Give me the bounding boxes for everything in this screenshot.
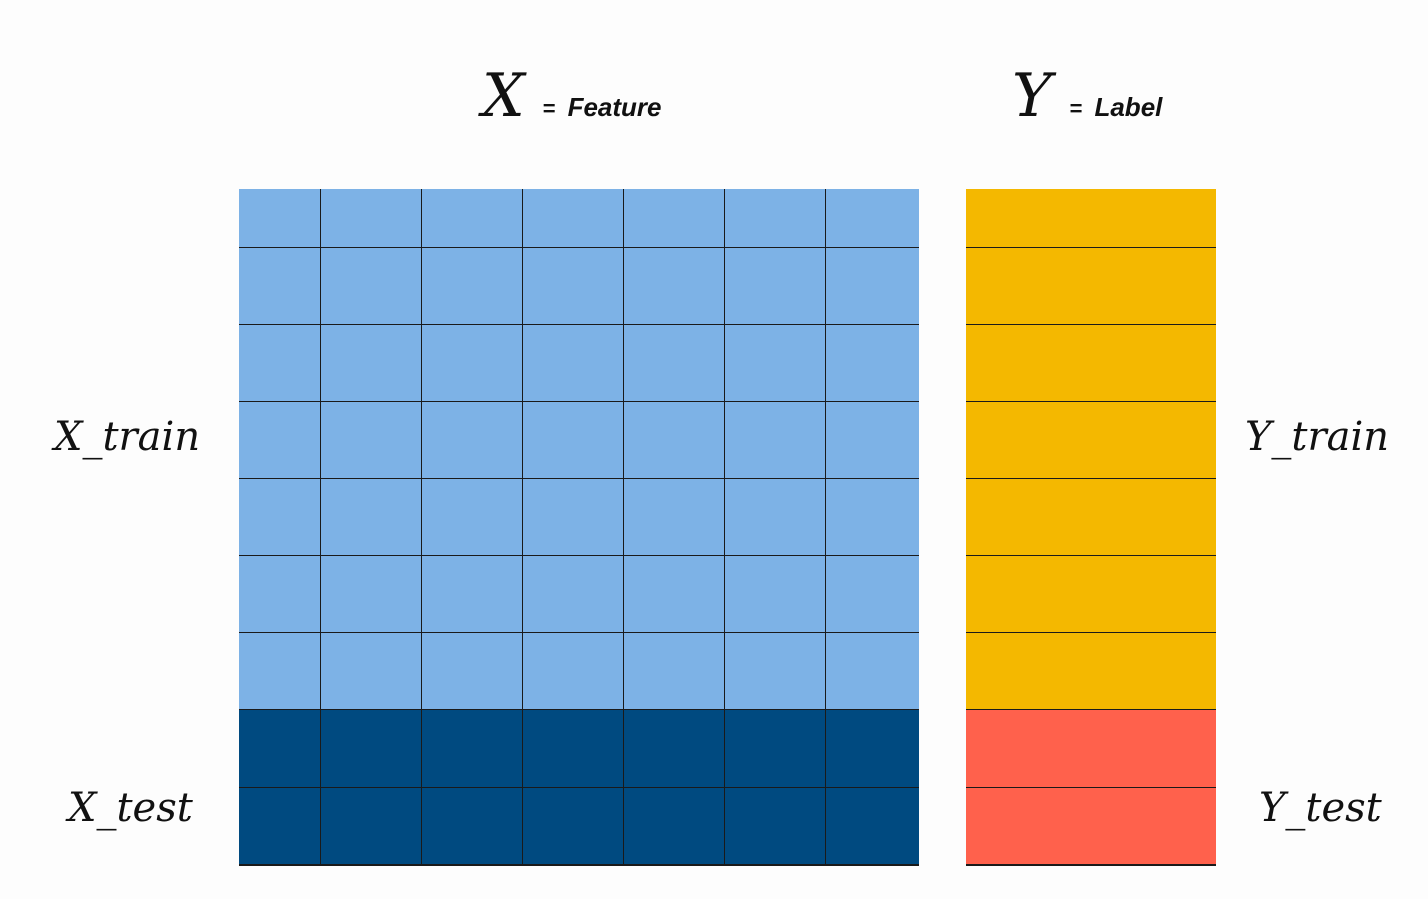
x-train-cell (725, 556, 826, 633)
x-train-cell (826, 556, 919, 633)
x-train-cell (725, 479, 826, 556)
x-test-cell (523, 710, 624, 788)
x-test-cell (725, 788, 826, 866)
x-train-cell (624, 325, 725, 402)
x-train-cell (826, 402, 919, 479)
x-train-cell (826, 189, 919, 248)
x-train-cell (239, 556, 321, 633)
x-train-cell (624, 189, 725, 248)
x-train-cell (321, 402, 422, 479)
x-train-cell (725, 633, 826, 710)
x-test-cell (422, 710, 523, 788)
label-word: Label (1094, 92, 1163, 122)
x-test-cell (826, 788, 919, 866)
x-train-cell (422, 402, 523, 479)
x-train-cell (523, 325, 624, 402)
y-train-label: Y_train (1245, 414, 1390, 460)
y-test-cell (966, 710, 1216, 788)
x-train-label: X_train (54, 414, 201, 460)
x-test-cell (321, 788, 422, 866)
x-train-cell (523, 556, 624, 633)
x-train-cell (523, 633, 624, 710)
y-test-cell (966, 788, 1216, 866)
x-train-cell (422, 479, 523, 556)
x-train-cell (422, 325, 523, 402)
x-train-cell (826, 325, 919, 402)
x-train-cell (624, 556, 725, 633)
x-train-cell (624, 248, 725, 325)
feature-header: X = Feature (482, 66, 662, 126)
x-train-cell (422, 556, 523, 633)
y-train-cell (966, 402, 1216, 479)
feature-matrix (239, 189, 919, 870)
x-train-cell (624, 479, 725, 556)
x-test-cell (239, 710, 321, 788)
x-train-cell (725, 189, 826, 248)
x-test-cell (725, 710, 826, 788)
x-train-cell (523, 402, 624, 479)
x-test-cell (321, 710, 422, 788)
x-test-cell (624, 788, 725, 866)
x-train-cell (826, 479, 919, 556)
x-test-cell (826, 710, 919, 788)
label-header: Y = Label (1012, 66, 1162, 126)
x-train-cell (239, 325, 321, 402)
x-test-cell (523, 788, 624, 866)
y-train-cell (966, 248, 1216, 325)
x-train-cell (523, 248, 624, 325)
y-equals: = (1069, 96, 1083, 121)
x-test-cell (422, 788, 523, 866)
y-train-cell (966, 325, 1216, 402)
y-train-cell (966, 189, 1216, 248)
x-train-cell (239, 248, 321, 325)
x-train-cell (826, 248, 919, 325)
x-symbol: X (482, 61, 525, 131)
y-test-label: Y_test (1259, 785, 1382, 831)
y-train-cell (966, 479, 1216, 556)
x-train-cell (321, 556, 422, 633)
x-train-cell (321, 325, 422, 402)
y-symbol: Y (1012, 61, 1052, 131)
x-train-cell (239, 402, 321, 479)
x-train-cell (321, 248, 422, 325)
x-train-cell (725, 325, 826, 402)
x-train-cell (239, 189, 321, 248)
x-train-cell (725, 248, 826, 325)
x-train-cell (523, 479, 624, 556)
x-train-cell (239, 633, 321, 710)
y-train-cell (966, 633, 1216, 710)
x-train-cell (321, 479, 422, 556)
x-equals: = (542, 96, 556, 121)
y-train-cell (966, 556, 1216, 633)
x-train-cell (826, 633, 919, 710)
x-train-cell (624, 633, 725, 710)
x-train-cell (422, 248, 523, 325)
x-train-cell (321, 189, 422, 248)
x-test-cell (624, 710, 725, 788)
x-train-cell (239, 479, 321, 556)
x-train-cell (321, 633, 422, 710)
feature-word: Feature (567, 92, 662, 122)
x-train-cell (422, 633, 523, 710)
x-test-label: X_test (68, 785, 193, 831)
x-train-cell (422, 189, 523, 248)
x-train-cell (725, 402, 826, 479)
x-train-cell (523, 189, 624, 248)
x-test-cell (239, 788, 321, 866)
x-train-cell (624, 402, 725, 479)
label-vector (966, 189, 1216, 870)
